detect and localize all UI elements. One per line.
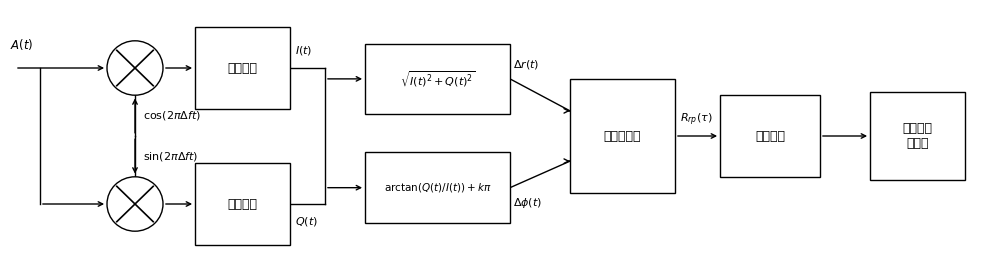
Bar <box>195 163 290 245</box>
Text: $\arctan(Q(t)/I(t))+k\pi$: $\arctan(Q(t)/I(t))+k\pi$ <box>384 181 491 194</box>
Text: $R_{rp}(\tau)$: $R_{rp}(\tau)$ <box>680 112 713 128</box>
Text: 提取振动
信息谱: 提取振动 信息谱 <box>902 122 932 150</box>
Text: $I(t)$: $I(t)$ <box>295 44 312 57</box>
Text: $Q(t)$: $Q(t)$ <box>295 215 318 228</box>
Bar <box>365 152 510 223</box>
Ellipse shape <box>107 177 163 231</box>
Text: 互相关运算: 互相关运算 <box>604 129 641 143</box>
Text: 低通滤波: 低通滤波 <box>228 61 258 75</box>
Ellipse shape <box>107 41 163 95</box>
Bar <box>195 27 290 109</box>
Bar <box>870 92 965 180</box>
Text: $\Delta\phi(t)$: $\Delta\phi(t)$ <box>513 196 542 210</box>
Text: $\cos(2\pi\Delta ft)$: $\cos(2\pi\Delta ft)$ <box>143 109 201 122</box>
Text: 低通滤波: 低通滤波 <box>228 197 258 211</box>
Text: 频谱分析: 频谱分析 <box>755 129 785 143</box>
Bar <box>720 95 820 177</box>
Text: $\Delta r(t)$: $\Delta r(t)$ <box>513 58 539 71</box>
Bar <box>570 79 675 193</box>
Text: $A(t)$: $A(t)$ <box>10 37 33 52</box>
Text: $\sin(2\pi\Delta ft)$: $\sin(2\pi\Delta ft)$ <box>143 150 198 163</box>
Text: $\sqrt{I(t)^2+Q(t)^2}$: $\sqrt{I(t)^2+Q(t)^2}$ <box>400 69 475 89</box>
Bar <box>365 44 510 114</box>
